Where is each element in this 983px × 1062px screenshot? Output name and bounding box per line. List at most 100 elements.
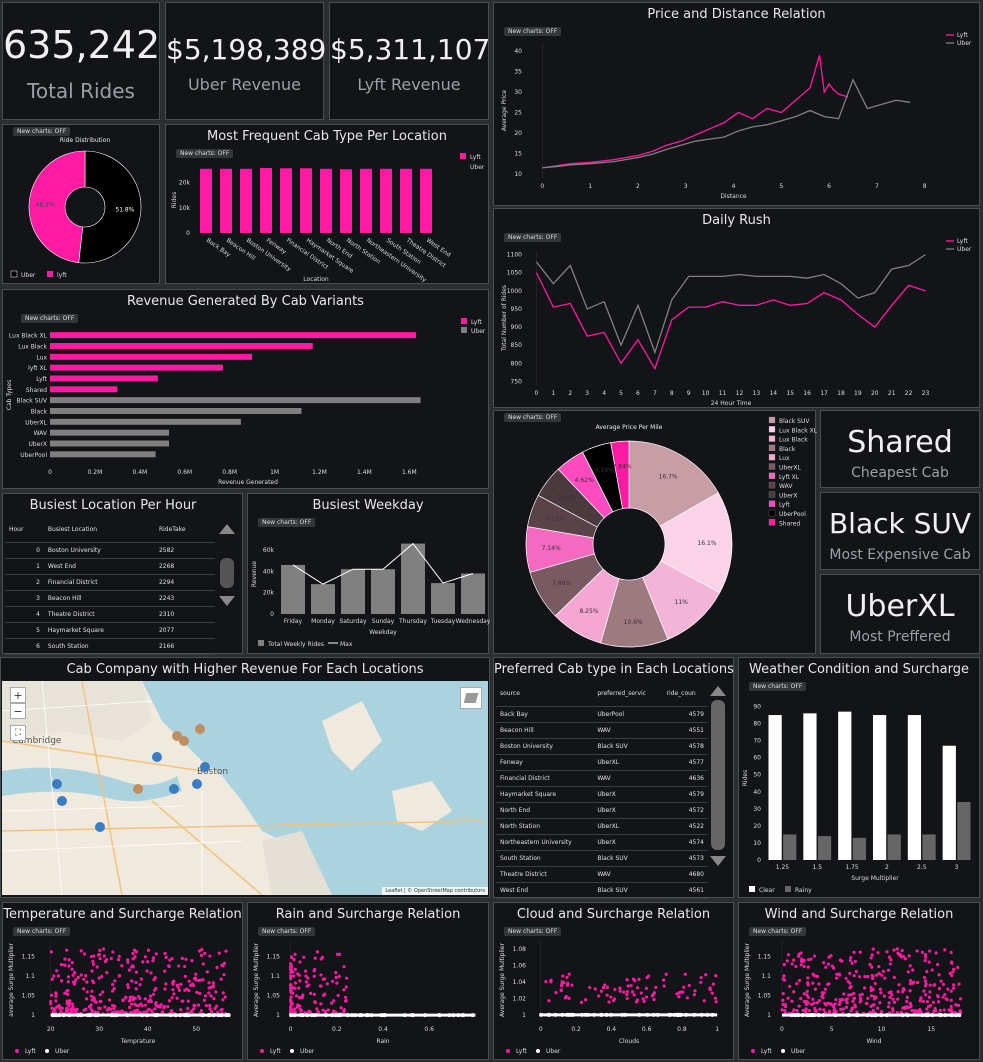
new-charts-toggle[interactable]: New charts: OFF — [258, 927, 316, 936]
legend-marker-uber — [781, 1049, 785, 1053]
table-scrollbar[interactable] — [217, 524, 237, 606]
table-row[interactable]: Back Bay UberPool 4579 — [496, 706, 708, 723]
point-lyft — [65, 1002, 69, 1006]
new-charts-toggle[interactable]: New charts: OFF — [258, 518, 316, 527]
scroll-down-icon[interactable] — [710, 856, 726, 866]
point-lyft — [293, 1007, 297, 1011]
fullscreen-icon[interactable]: ⛶ — [10, 725, 26, 741]
table-scrollbar[interactable] — [708, 686, 728, 866]
table-cell: West End — [496, 882, 594, 899]
table-row[interactable]: 0 Boston University 2582 — [5, 542, 215, 559]
cab-type-location-panel: Most Frequent Cab Type Per Location New … — [165, 124, 489, 284]
map-attribution[interactable]: Leaflet | © OpenStreetMap contributors — [382, 887, 488, 895]
column-header[interactable]: source — [496, 682, 594, 707]
table-row[interactable]: Boston University Black SUV 4578 — [496, 738, 708, 755]
point-lyft — [892, 975, 896, 979]
map-marker[interactable] — [192, 779, 202, 789]
map-marker[interactable] — [179, 736, 189, 746]
series-line-lyft — [542, 55, 849, 169]
table-row[interactable]: 1 West End 2268 — [5, 558, 215, 575]
table-row[interactable]: West End Black SUV 4561 — [496, 882, 708, 899]
map-marker[interactable] — [95, 822, 105, 832]
new-charts-toggle[interactable]: New charts: OFF — [21, 314, 79, 323]
scroll-up-icon[interactable] — [710, 686, 726, 696]
scroll-thumb[interactable] — [711, 700, 725, 850]
point-lyft — [127, 999, 131, 1003]
new-charts-toggle[interactable]: New charts: OFF — [749, 682, 807, 691]
table-row[interactable]: North End UberX 4572 — [496, 802, 708, 819]
table-row[interactable]: 2 Financial District 2294 — [5, 574, 215, 591]
table-cell: 4579 — [662, 786, 708, 803]
point-lyft — [838, 998, 842, 1002]
point-lyft — [607, 1000, 611, 1004]
table-row[interactable]: 5 Haymarket Square 2077 — [5, 622, 215, 639]
map-tiles[interactable]: Cambridge Boston — [2, 681, 488, 895]
point-lyft — [848, 986, 852, 990]
new-charts-toggle[interactable]: New charts: OFF — [504, 927, 562, 936]
map-marker[interactable] — [195, 724, 205, 734]
point-lyft — [863, 974, 867, 979]
slice-label: 4.59% — [595, 467, 614, 474]
map-marker[interactable] — [169, 784, 179, 794]
table-row[interactable]: Financial District WAV 4636 — [496, 770, 708, 787]
scroll-down-icon[interactable] — [219, 596, 235, 606]
scroll-thumb[interactable] — [220, 558, 234, 588]
busiest-weekday-panel: Busiest Weekday New charts: OFF 0 20k 40k 6… — [247, 493, 490, 654]
new-charts-toggle[interactable]: New charts: OFF — [13, 927, 71, 936]
map-marker[interactable] — [57, 796, 67, 806]
x-tick: 1M — [270, 469, 279, 476]
point-lyft — [183, 964, 187, 969]
slice-label: 4.62% — [575, 477, 594, 484]
new-charts-toggle[interactable]: New charts: OFF — [504, 413, 562, 422]
zoom-out-button[interactable]: − — [10, 703, 26, 719]
zoom-in-button[interactable]: + — [10, 687, 26, 703]
point-lyft — [115, 1010, 120, 1014]
table-row[interactable]: 4 Theatre District 2310 — [5, 606, 215, 623]
scroll-up-icon[interactable] — [219, 524, 235, 534]
map-marker[interactable] — [133, 784, 143, 794]
new-charts-toggle[interactable]: New charts: OFF — [13, 127, 71, 136]
point-lyft — [866, 996, 870, 1000]
table-row[interactable]: Haymarket Square UberX 4579 — [496, 786, 708, 803]
table-row[interactable]: Fenway UberXL 4577 — [496, 754, 708, 771]
column-header[interactable]: ride_coun — [662, 682, 708, 707]
legend-swatch — [768, 454, 776, 461]
layers-icon[interactable] — [460, 687, 482, 709]
table-row[interactable]: North Station UberXL 4522 — [496, 818, 708, 835]
map-marker[interactable] — [200, 762, 210, 772]
new-charts-toggle[interactable]: New charts: OFF — [176, 149, 234, 158]
point-lyft — [126, 985, 130, 990]
map-marker[interactable] — [172, 731, 182, 741]
point-lyft — [838, 973, 842, 977]
map-view[interactable]: Cambridge Boston + − ⛶ Leaflet | © OpenS… — [2, 681, 488, 895]
legend-label-uber: Uber — [957, 246, 972, 253]
point-lyft — [813, 1006, 817, 1011]
point-lyft — [111, 950, 115, 954]
map-marker[interactable] — [52, 779, 62, 789]
new-charts-toggle[interactable]: New charts: OFF — [749, 927, 807, 936]
table-row[interactable]: 3 Beacon Hill 2243 — [5, 590, 215, 607]
map-markers[interactable] — [52, 724, 210, 832]
point-lyft — [871, 947, 875, 951]
y-tick: 1.05 — [758, 993, 772, 1000]
map-marker[interactable] — [152, 752, 162, 762]
point-lyft — [662, 984, 666, 988]
table-row[interactable]: 6 South Station 2166 — [5, 638, 215, 655]
column-header[interactable]: RideTake — [154, 518, 215, 543]
point-lyft — [113, 979, 117, 983]
map-label-cambridge: Cambridge — [12, 736, 62, 746]
new-charts-toggle[interactable]: New charts: OFF — [504, 27, 562, 36]
table-row[interactable]: Northeastern University UberX 4574 — [496, 834, 708, 851]
column-header[interactable]: preferred_servic — [593, 682, 663, 707]
bar-wednesday — [461, 573, 485, 614]
point-lyft — [805, 1000, 809, 1004]
slice-label: 51.8% — [115, 206, 134, 213]
table-row[interactable]: Theatre District WAV 4680 — [496, 866, 708, 883]
column-header[interactable]: Busiest Location — [43, 518, 155, 543]
table-row[interactable]: Beacon Hill WAV 4551 — [496, 722, 708, 739]
y-tick: 20 — [753, 823, 761, 830]
table-row[interactable]: South Station Black SUV 4573 — [496, 850, 708, 867]
point-lyft — [693, 989, 697, 993]
new-charts-toggle[interactable]: New charts: OFF — [504, 233, 562, 242]
column-header[interactable]: Hour — [5, 518, 44, 543]
